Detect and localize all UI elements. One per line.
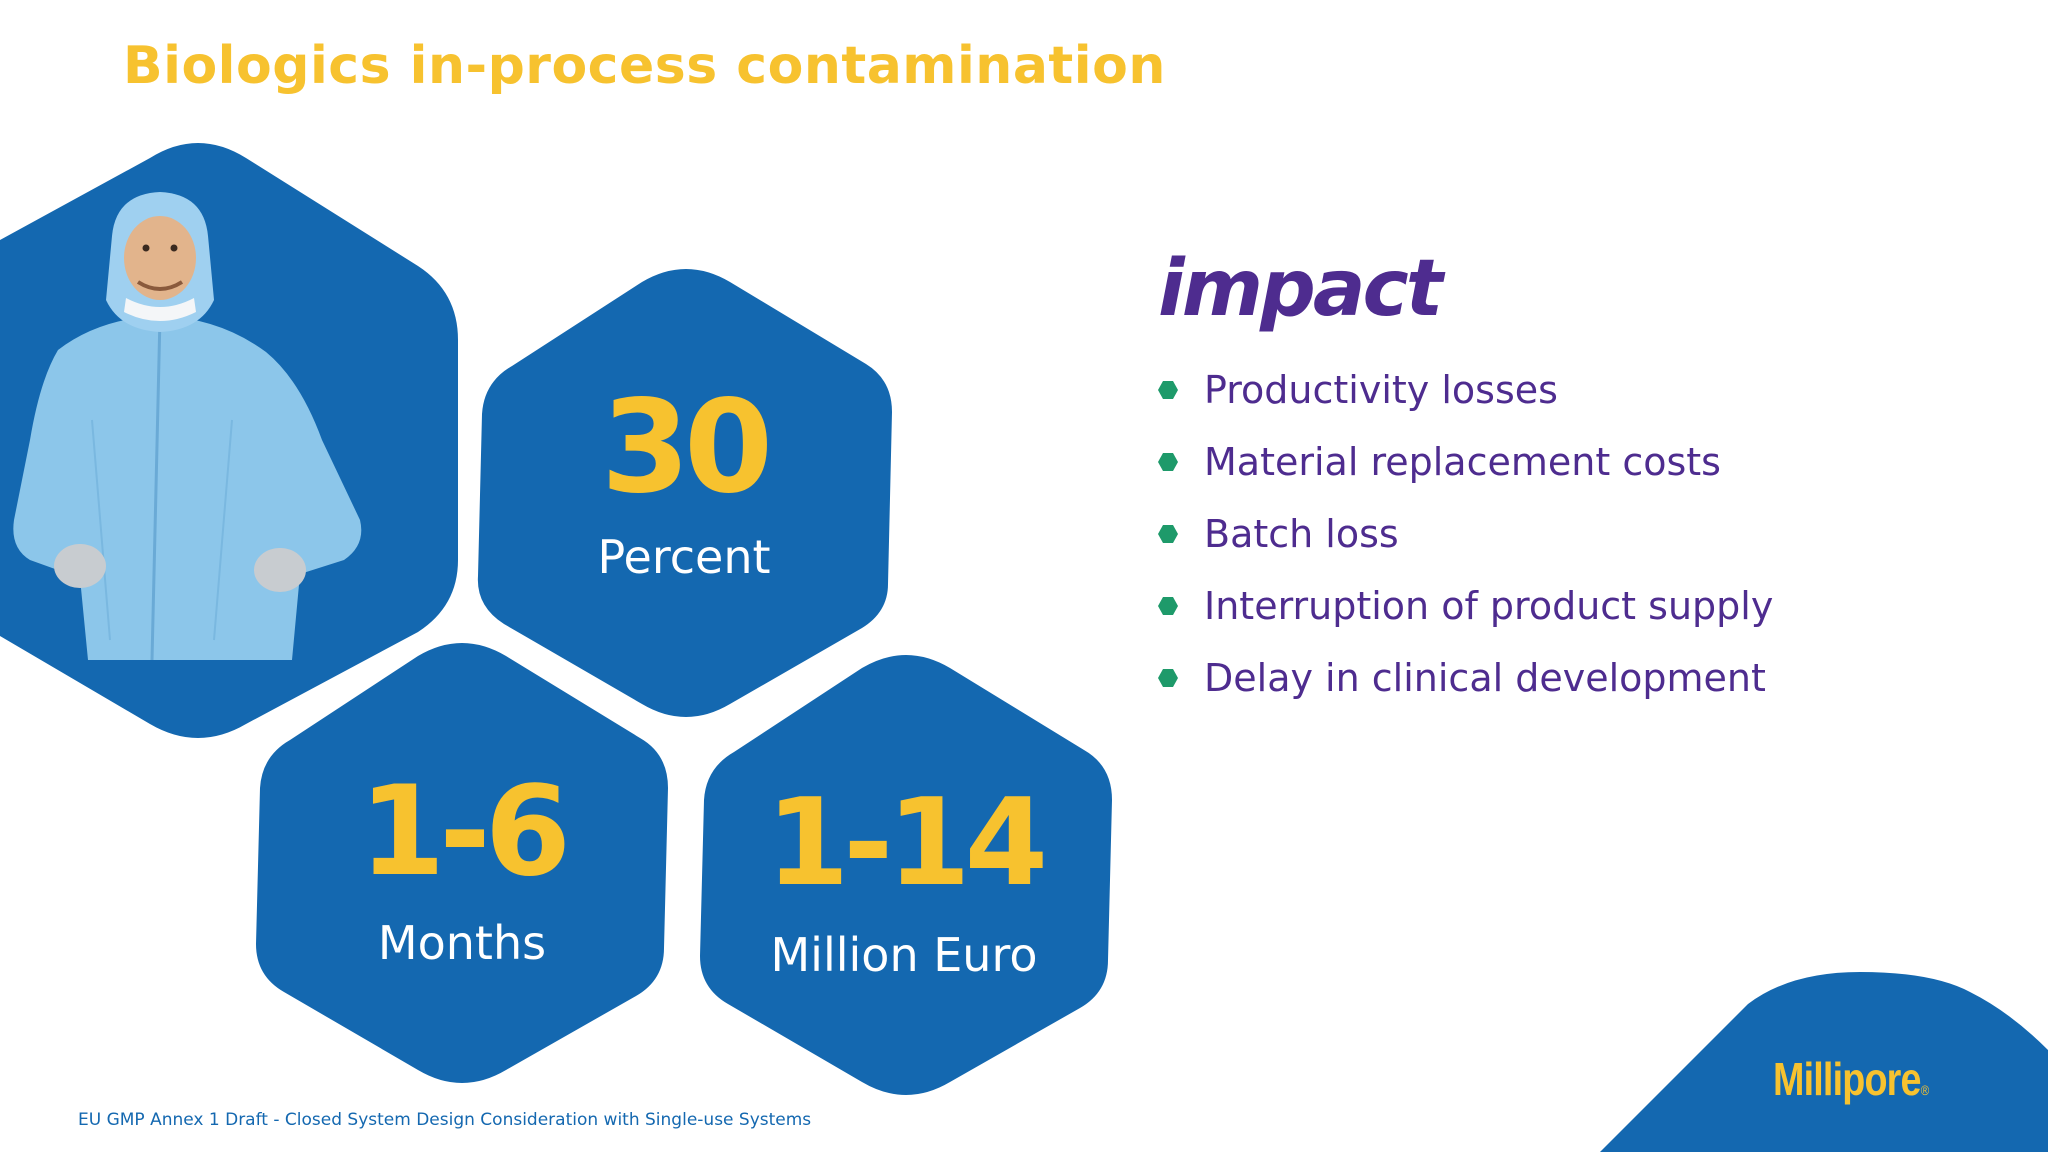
list-item-label: Productivity losses (1204, 368, 1558, 412)
hexagon-bullet-icon (1158, 525, 1178, 543)
list-item: Interruption of product supply (1158, 580, 1773, 652)
list-item: Productivity losses (1158, 364, 1773, 436)
impact-list: Productivity losses Material replacement… (1158, 364, 1773, 724)
hexagon-stat-million-euro (700, 655, 1112, 1095)
hexagon-stat-percent (477, 269, 892, 717)
slide-title: Biologics in-process contamination (123, 36, 1166, 96)
stat-months: 1-6 Months (358, 760, 571, 970)
stat-million-euro-value: 1-14 (765, 774, 1048, 913)
stat-percent-value: 30 (600, 373, 773, 522)
logo-text: Millipore (1773, 1053, 1922, 1105)
cleanroom-technician-photo (13, 192, 362, 661)
hexagon-bullet-icon (1158, 381, 1178, 399)
hexagon-bullet-icon (1158, 597, 1178, 615)
list-item-label: Batch loss (1204, 512, 1399, 556)
stat-months-value: 1-6 (358, 760, 571, 904)
list-item: Material replacement costs (1158, 436, 1773, 508)
stat-million-euro-unit: Million Euro (770, 928, 1038, 982)
hexagon-bullet-icon (1158, 453, 1178, 471)
hexagon-stat-months (256, 643, 668, 1083)
stat-months-unit: Months (377, 916, 547, 970)
millipore-logo: Millipore® (1773, 1052, 1929, 1106)
list-item-label: Delay in clinical development (1204, 656, 1766, 700)
list-item-label: Material replacement costs (1204, 440, 1721, 484)
list-item: Batch loss (1158, 508, 1773, 580)
impact-heading: Impact (1158, 244, 1443, 334)
list-item-label: Interruption of product supply (1204, 584, 1774, 628)
footer-citation: EU GMP Annex 1 Draft - Closed System Des… (78, 1110, 812, 1130)
stat-million-euro: 1-14 Million Euro (765, 774, 1048, 982)
hexagon-cluster (0, 143, 1112, 1095)
stat-percent: 30 Percent (597, 373, 773, 584)
list-item: Delay in clinical development (1158, 652, 1773, 724)
registered-mark: ® (1920, 1082, 1929, 1098)
hexagon-bullet-icon (1158, 669, 1178, 687)
stat-percent-unit: Percent (597, 530, 771, 584)
